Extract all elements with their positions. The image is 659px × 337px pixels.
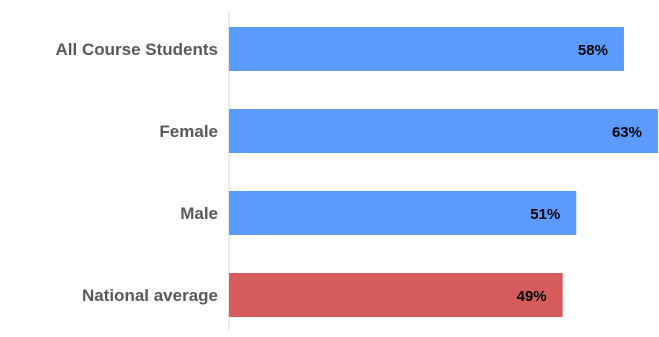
bar-male — [229, 191, 577, 235]
category-label-male: Male — [180, 204, 218, 223]
data-label-national-average: 49% — [517, 288, 547, 305]
bar-national-average — [229, 273, 563, 317]
category-label-national-average: National average — [82, 286, 218, 305]
data-label-all-course-students: 58% — [578, 42, 608, 59]
bars-group — [229, 27, 658, 317]
labels-group: All Course Students 58% Female 63% Male 51% Na… — [56, 40, 642, 305]
category-label-all-course-students: All Course Students — [56, 40, 218, 59]
category-label-female: Female — [159, 122, 218, 141]
data-label-female: 63% — [612, 124, 642, 141]
data-label-male: 51% — [530, 206, 560, 223]
bar-all-course-students — [229, 27, 624, 71]
bar-female — [229, 109, 658, 153]
